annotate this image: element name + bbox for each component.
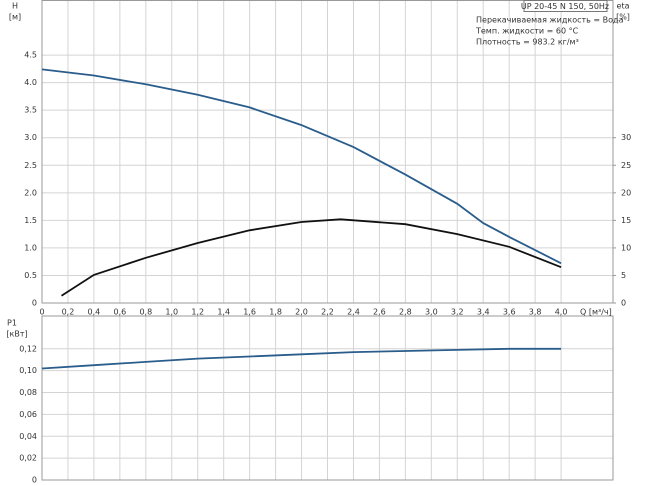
x-tick-label: 0,2 [62, 308, 75, 317]
y-tick-label: 2.0 [24, 188, 37, 197]
y-axis-unit: [кВт] [6, 330, 27, 339]
annotation: Темп. жидкости = 60 °C [475, 27, 579, 36]
x-tick-label: 0 [39, 308, 44, 317]
top-plot-frame [41, 0, 614, 304]
x-tick-label: 1,8 [269, 308, 282, 317]
y-tick-label: 1.0 [24, 243, 37, 252]
grids [41, 0, 613, 481]
x-tick-label: 1,2 [191, 308, 204, 317]
y2-axis-unit: [%] [616, 13, 630, 22]
y2-tick-label: 10 [621, 243, 631, 252]
x-tick-label: 1,6 [243, 308, 256, 317]
x-tick-label: 2,0 [295, 308, 308, 317]
x-tick-label: 3,8 [529, 308, 542, 317]
y-axis-label: P1 [7, 319, 17, 328]
annotation: Плотность = 983.2 кг/м³ [476, 38, 579, 47]
y-tick-label: 3.5 [24, 106, 37, 115]
y-tick-label: 0,02 [19, 454, 37, 463]
y-tick-label: 1.5 [24, 216, 37, 225]
x-tick-label: 2,4 [347, 308, 360, 317]
x-tick-label: 1,4 [217, 308, 230, 317]
y2-tick-label: 15 [621, 216, 631, 225]
y-tick-label: 0,04 [19, 432, 37, 441]
y-tick-label: 2.5 [24, 161, 37, 170]
x-tick-label: 2,2 [321, 308, 334, 317]
chart-title: UP 20-45 N 150, 50Hz [521, 2, 609, 11]
curve [41, 347, 562, 370]
y-tick-label: 0.5 [24, 271, 37, 280]
y2-tick-label: 30 [621, 133, 631, 142]
y-tick-label: 0 [32, 476, 37, 485]
x-tick-label: 1,0 [165, 308, 178, 317]
curve [61, 218, 562, 297]
x-tick-label: 3,0 [425, 308, 438, 317]
x-tick-label: 0,6 [113, 308, 126, 317]
y2-axis-label: eta [617, 2, 630, 11]
title-box [523, 0, 608, 12]
y2-tick-label: 5 [621, 271, 626, 280]
y-axis-unit: [м] [9, 13, 21, 22]
x-tick-label: 3,6 [503, 308, 516, 317]
y2-tick-label: 0 [621, 299, 626, 308]
curve [41, 68, 562, 265]
y-tick-label: 3.0 [24, 133, 37, 142]
x-tick-label: 3,2 [451, 308, 464, 317]
x-tick-label: 4,0 [555, 308, 568, 317]
y2-tick-label: 25 [621, 161, 631, 170]
y-tick-label: 0,10 [19, 366, 37, 375]
bottom-plot-frame [41, 315, 614, 481]
y-tick-label: 0 [32, 299, 37, 308]
y2-tick-label: 20 [621, 188, 631, 197]
x-tick-label: 3,4 [477, 308, 490, 317]
y-tick-label: 0,12 [19, 344, 37, 353]
x-tick-label: 2,6 [373, 308, 386, 317]
x-axis-label: Q [м³/ч] [580, 308, 612, 317]
y-tick-label: 4.5 [24, 51, 37, 60]
x-tick-label: 2,8 [399, 308, 412, 317]
y-tick-label: 0,06 [19, 410, 37, 419]
y-axis-label: H [12, 2, 18, 11]
x-tick-label: 0,4 [88, 308, 101, 317]
annotation: Перекачиваемая жидкость = Вода [476, 16, 624, 25]
x-tick-label: 0,8 [139, 308, 152, 317]
y-tick-label: 0,08 [19, 388, 37, 397]
y-tick-label: 4.0 [24, 78, 37, 87]
